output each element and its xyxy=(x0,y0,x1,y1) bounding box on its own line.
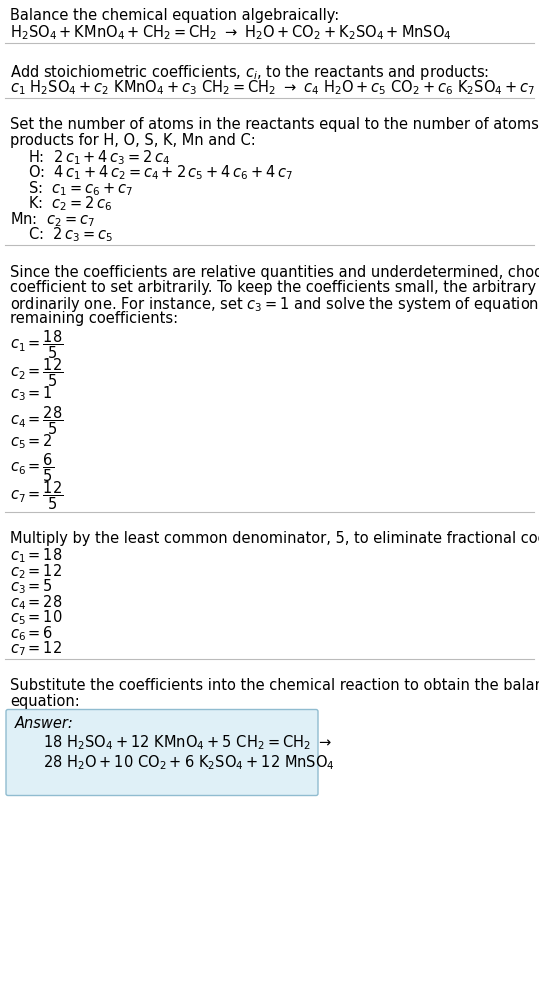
Text: $c_3 = 5$: $c_3 = 5$ xyxy=(10,578,53,596)
Text: ordinarily one. For instance, set $c_3 = 1$ and solve the system of equations fo: ordinarily one. For instance, set $c_3 =… xyxy=(10,295,539,314)
Text: $c_7 = \dfrac{12}{5}$: $c_7 = \dfrac{12}{5}$ xyxy=(10,479,64,512)
Text: $c_7 = 12$: $c_7 = 12$ xyxy=(10,639,62,658)
Text: H: $\ 2\,c_1 + 4\,c_3 = 2\,c_4$: H: $\ 2\,c_1 + 4\,c_3 = 2\,c_4$ xyxy=(28,148,170,167)
Text: Substitute the coefficients into the chemical reaction to obtain the balanced: Substitute the coefficients into the che… xyxy=(10,679,539,694)
Text: remaining coefficients:: remaining coefficients: xyxy=(10,311,178,326)
Text: $c_4 = 28$: $c_4 = 28$ xyxy=(10,593,63,611)
Text: $c_3 = 1$: $c_3 = 1$ xyxy=(10,385,53,404)
Text: $c_1 = \dfrac{18}{5}$: $c_1 = \dfrac{18}{5}$ xyxy=(10,328,64,361)
Text: Balance the chemical equation algebraically:: Balance the chemical equation algebraica… xyxy=(10,8,339,23)
Text: $c_5 = 10$: $c_5 = 10$ xyxy=(10,608,63,627)
Text: $c_2 = \dfrac{12}{5}$: $c_2 = \dfrac{12}{5}$ xyxy=(10,357,64,389)
Text: C: $\ 2\,c_3 = c_5$: C: $\ 2\,c_3 = c_5$ xyxy=(28,226,113,245)
Text: $c_2 = 12$: $c_2 = 12$ xyxy=(10,562,62,580)
Text: S: $\ c_1 = c_6 + c_7$: S: $\ c_1 = c_6 + c_7$ xyxy=(28,179,133,198)
Text: $28\ \mathrm{H_2O} + 10\ \mathrm{CO_2} + 6\ \mathrm{K_2SO_4} + 12\ \mathrm{MnSO_: $28\ \mathrm{H_2O} + 10\ \mathrm{CO_2} +… xyxy=(43,753,335,772)
Text: Since the coefficients are relative quantities and underdetermined, choose a: Since the coefficients are relative quan… xyxy=(10,264,539,279)
Text: $c_6 = \dfrac{6}{5}$: $c_6 = \dfrac{6}{5}$ xyxy=(10,451,54,484)
Text: Set the number of atoms in the reactants equal to the number of atoms in the: Set the number of atoms in the reactants… xyxy=(10,117,539,132)
Text: K: $\ c_2 = 2\,c_6$: K: $\ c_2 = 2\,c_6$ xyxy=(28,195,113,213)
FancyBboxPatch shape xyxy=(6,710,318,795)
Text: Multiply by the least common denominator, 5, to eliminate fractional coefficient: Multiply by the least common denominator… xyxy=(10,531,539,546)
Text: $c_1\ \mathrm{H_2SO_4} + c_2\ \mathrm{KMnO_4} + c_3\ \mathrm{CH_2{=}CH_2}\ \righ: $c_1\ \mathrm{H_2SO_4} + c_2\ \mathrm{KM… xyxy=(10,78,539,96)
Text: $c_4 = \dfrac{28}{5}$: $c_4 = \dfrac{28}{5}$ xyxy=(10,404,64,436)
Text: $c_1 = 18$: $c_1 = 18$ xyxy=(10,547,63,566)
Text: products for H, O, S, K, Mn and C:: products for H, O, S, K, Mn and C: xyxy=(10,132,255,147)
Text: Answer:: Answer: xyxy=(15,717,74,732)
Text: coefficient to set arbitrarily. To keep the coefficients small, the arbitrary va: coefficient to set arbitrarily. To keep … xyxy=(10,280,539,295)
Text: $c_5 = 2$: $c_5 = 2$ xyxy=(10,432,53,450)
Text: Add stoichiometric coefficients, $c_i$, to the reactants and products:: Add stoichiometric coefficients, $c_i$, … xyxy=(10,63,489,82)
Text: $c_6 = 6$: $c_6 = 6$ xyxy=(10,624,53,643)
Text: $\mathrm{H_2SO_4 + KMnO_4 + CH_2{=}CH_2 \ \rightarrow \ H_2O + CO_2 + K_2SO_4 + : $\mathrm{H_2SO_4 + KMnO_4 + CH_2{=}CH_2 … xyxy=(10,24,452,42)
Text: Mn: $\ c_2 = c_7$: Mn: $\ c_2 = c_7$ xyxy=(10,210,95,229)
Text: O: $\ 4\,c_1 + 4\,c_2 = c_4 + 2\,c_5 + 4\,c_6 + 4\,c_7$: O: $\ 4\,c_1 + 4\,c_2 = c_4 + 2\,c_5 + 4… xyxy=(28,163,293,182)
Text: equation:: equation: xyxy=(10,694,80,709)
Text: $18\ \mathrm{H_2SO_4} + 12\ \mathrm{KMnO_4} + 5\ \mathrm{CH_2{=}CH_2} \ \rightar: $18\ \mathrm{H_2SO_4} + 12\ \mathrm{KMnO… xyxy=(43,734,331,752)
